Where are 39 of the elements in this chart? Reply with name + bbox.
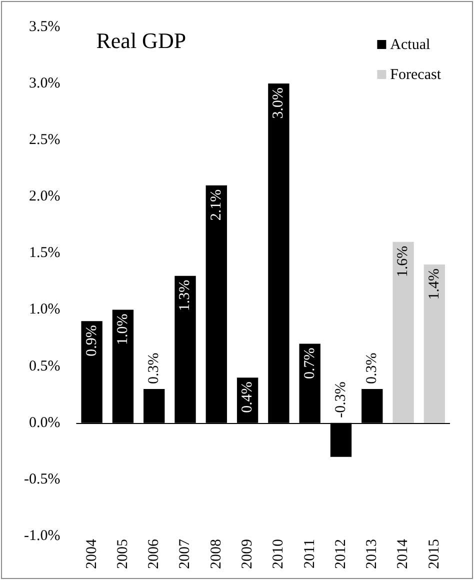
bar: [424, 264, 446, 423]
x-tick-label: 2011: [302, 539, 318, 568]
data-label: 1.0%: [114, 314, 131, 346]
data-label: 3.0%: [270, 88, 287, 119]
data-label: 0.7%: [302, 348, 318, 379]
x-tick-label: 2015: [426, 539, 442, 569]
x-tick-label: 2014: [395, 538, 412, 569]
data-label: 1.4%: [426, 268, 442, 300]
y-tick-label: 2.5%: [28, 132, 60, 148]
x-tick-label: 2004: [84, 538, 100, 569]
data-label: 1.3%: [177, 280, 194, 312]
x-tick-label: 2009: [239, 539, 256, 569]
y-tick-label: 3.5%: [28, 18, 60, 35]
data-label: 0.3%: [364, 352, 380, 384]
data-label: 1.6%: [395, 246, 412, 278]
chart-title: Real GDP: [96, 28, 186, 53]
data-label: 0.4%: [239, 382, 256, 413]
legend-label: Forecast: [390, 66, 442, 83]
y-tick-label: 3.0%: [28, 75, 60, 92]
y-tick-label: -1.0%: [24, 528, 60, 544]
data-label: 2.1%: [208, 189, 224, 221]
x-tick-label: 2007: [177, 538, 194, 569]
x-tick-label: 2006: [146, 538, 162, 569]
y-tick-label: 1.5%: [28, 245, 60, 262]
data-label: 0.3%: [146, 352, 162, 384]
x-tick-label: 2013: [364, 539, 380, 569]
legend-label: Actual: [390, 36, 430, 53]
bar: [392, 242, 414, 423]
x-tick-label: 2008: [208, 539, 224, 569]
data-label: -0.3%: [332, 382, 349, 418]
x-tick-label: 2005: [114, 539, 131, 569]
data-label: 0.9%: [84, 325, 100, 356]
y-tick-label: 2.0%: [28, 188, 60, 205]
x-tick-label: 2012: [332, 539, 349, 569]
y-tick-label: 0.5%: [28, 358, 60, 374]
y-tick-label: 0.0%: [28, 414, 60, 431]
y-tick-label: 1.0%: [28, 302, 60, 318]
x-tick-label: 2010: [270, 539, 287, 569]
y-tick-label: -0.5%: [24, 471, 60, 488]
